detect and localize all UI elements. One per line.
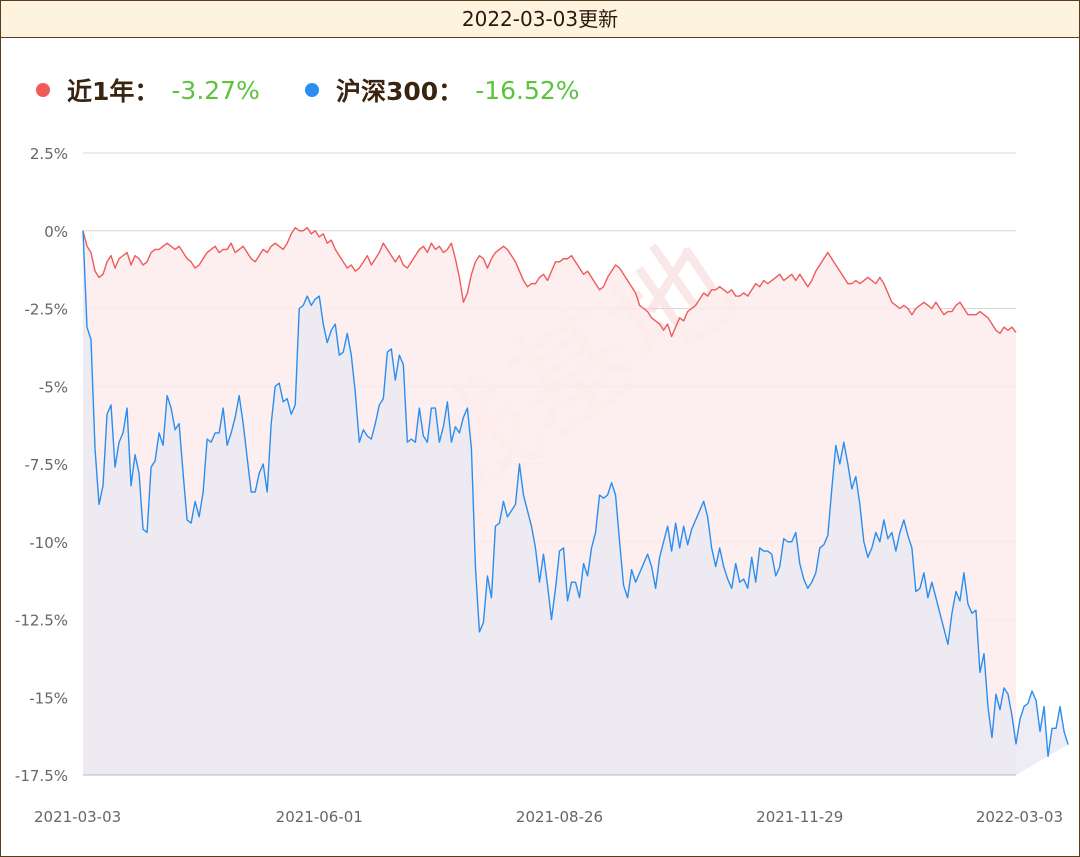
y-tick-label: -15% <box>29 689 68 707</box>
series-area-1 <box>83 230 1069 775</box>
x-tick-label: 2021-06-01 <box>276 808 363 826</box>
y-tick-label: -17.5% <box>15 767 68 785</box>
update-date-title: 2022-03-03更新 <box>461 7 619 31</box>
header-bar: 2022-03-03更新 <box>1 1 1079 38</box>
y-tick-label: 0% <box>44 223 68 241</box>
legend-item-fund[interactable]: 近1年： -3.27% <box>36 70 260 110</box>
legend-label-index: 沪深300： <box>336 77 464 106</box>
x-tick-label: 2022-03-03 <box>976 808 1063 826</box>
y-tick-label: -12.5% <box>15 612 68 630</box>
y-tick-label: -7.5% <box>24 456 68 474</box>
legend-label-fund: 近1年： <box>67 77 160 106</box>
legend-value-fund: -3.27% <box>171 75 260 105</box>
legend-item-index[interactable]: 沪深300： -16.52% <box>305 70 580 110</box>
y-tick-label: -2.5% <box>24 301 68 319</box>
x-tick-label: 2021-11-29 <box>756 808 843 826</box>
y-tick-label: 2.5% <box>30 145 68 163</box>
legend-value-index: -16.52% <box>475 75 580 105</box>
legend-dot-index <box>305 83 319 97</box>
series-line-1 <box>82 230 1069 758</box>
y-tick-label: -10% <box>29 534 68 552</box>
series-line-0 <box>82 226 1017 338</box>
y-tick-label: -5% <box>39 378 68 396</box>
x-tick-label: 2021-08-26 <box>516 808 603 826</box>
legend-dot-fund <box>36 83 50 97</box>
x-tick-label: 2021-03-03 <box>34 808 121 826</box>
